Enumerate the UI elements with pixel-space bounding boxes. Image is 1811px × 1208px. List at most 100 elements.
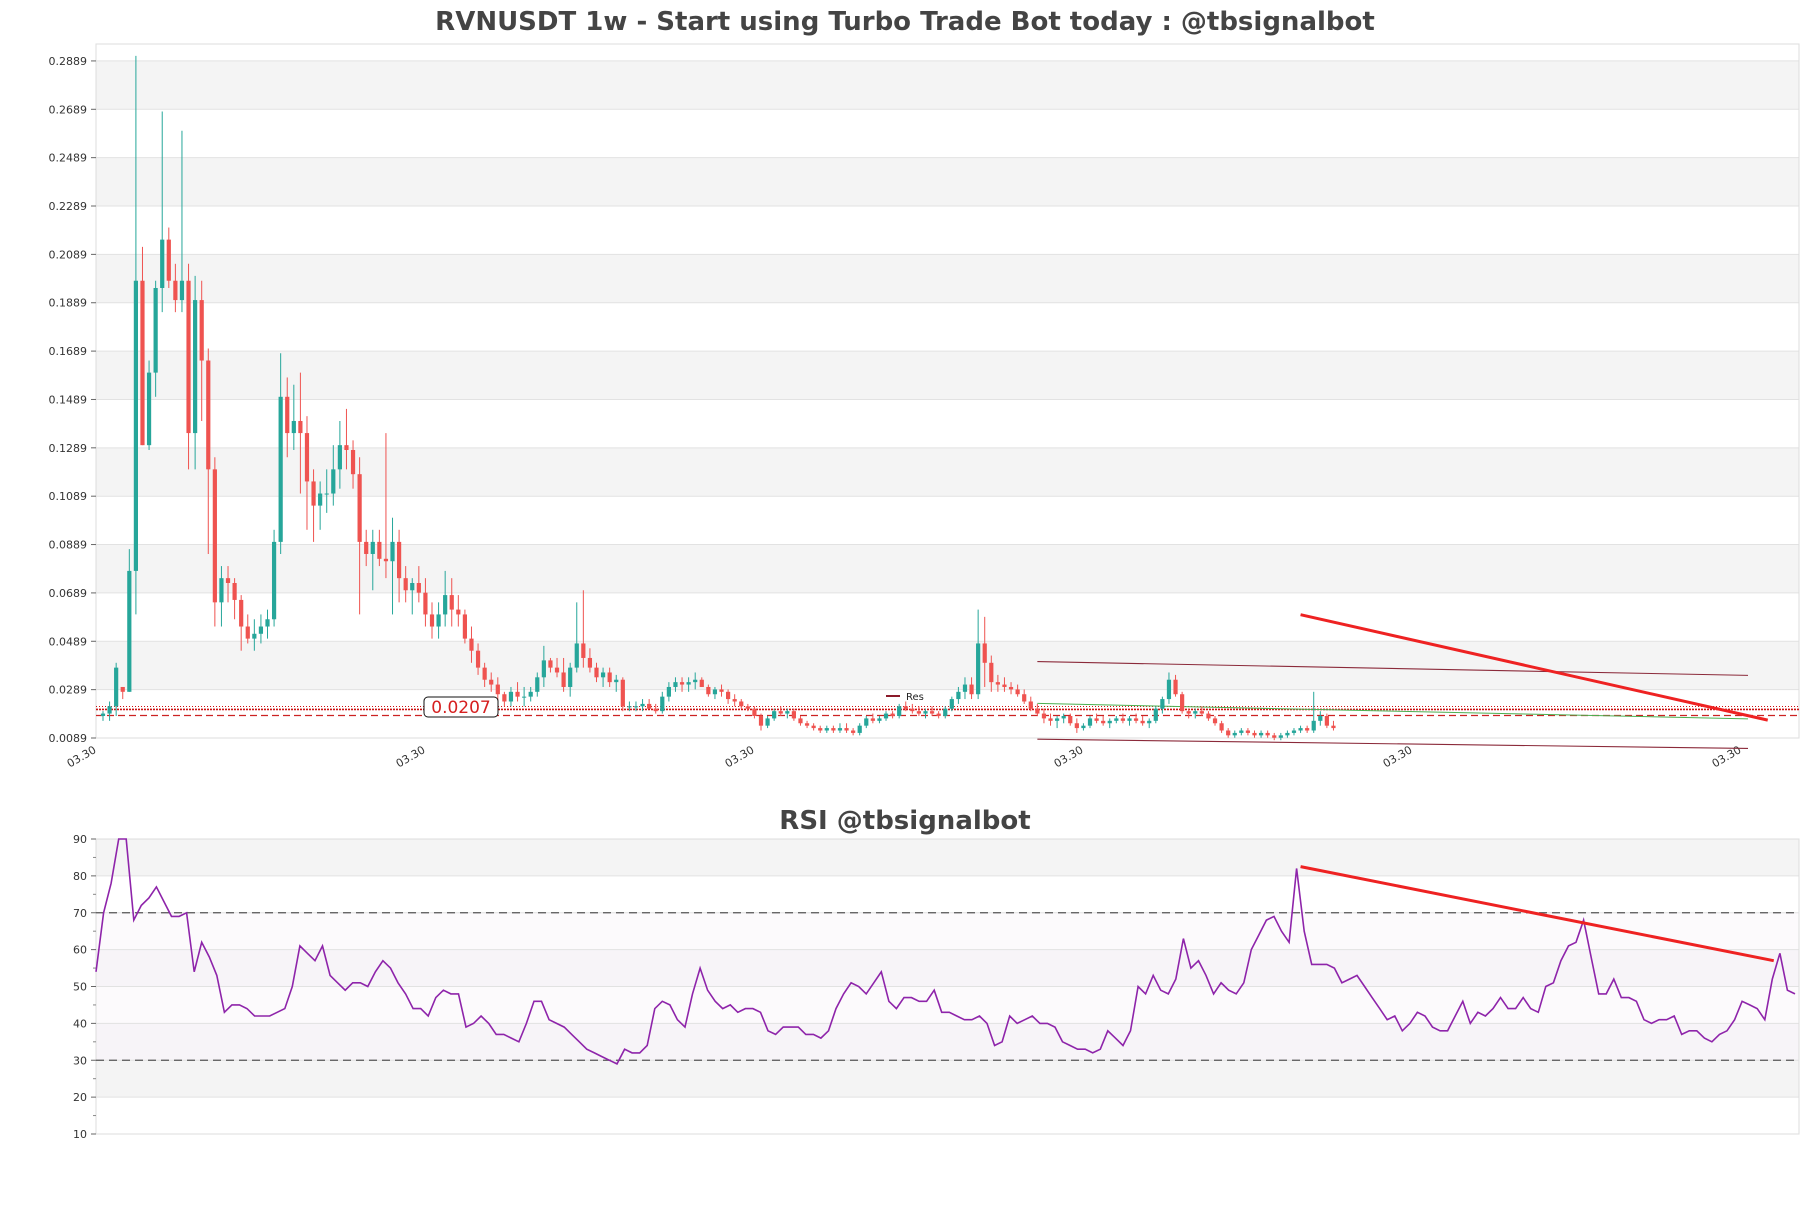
candle-body [443,595,448,615]
legend-res-label: Res [906,692,924,703]
candle-body [482,667,487,680]
candle-body [673,682,678,687]
candle-body [160,239,165,288]
candle-body [976,643,981,695]
candle-body [1153,708,1158,721]
candle-body [265,619,270,627]
candle-body [587,657,593,668]
candle-body [844,728,849,731]
candle-body [719,689,724,692]
candle-body [666,686,671,697]
rsi-grid-band [96,949,1799,987]
candle-body [995,682,1000,685]
price-grid-band [96,254,1799,303]
candle-body [686,682,691,685]
candle-body [225,578,231,583]
candle-body [1147,720,1152,724]
candle-body [679,682,685,685]
candle-body [1305,728,1310,731]
candle-body [1120,718,1125,721]
legend: Res [886,692,924,703]
candle-body [870,718,875,721]
candle-body [864,718,869,726]
price-x-tick-label: 03.30 [723,743,757,770]
candle-body [318,493,323,506]
candle-body [522,696,527,698]
candle-body [568,667,573,687]
candle-body [1186,711,1191,714]
rsi-y-axis: 10 20 30 40 50 60 70 80 90 [73,833,96,1141]
candle-body [449,595,454,610]
price-y-tick-label: 0.2889 [49,55,88,68]
candle-body [851,730,856,733]
rsi-chart-bands [96,839,1799,1135]
candle-body [1232,732,1237,736]
candle-body [1041,713,1047,719]
candle-body [166,239,171,281]
candle-body [1226,730,1231,736]
rsi-grid-band [96,875,1799,913]
candle-body [1055,718,1060,721]
rsi-y-tick-label: 20 [73,1091,87,1104]
candle-body [245,626,250,639]
candle-body [706,686,711,695]
candle-body [271,541,277,620]
candle-body [765,718,770,726]
candle-body [989,662,994,683]
candle-body [475,650,481,668]
candle-body [778,711,783,714]
candle-body [199,300,204,361]
candle-body [436,614,441,627]
candle-body [515,691,520,697]
candle-body [1081,725,1086,729]
price-y-tick-label: 0.1489 [49,393,88,406]
price-y-tick-label: 0.0689 [49,587,88,600]
candle-body [489,679,494,685]
candle-body [1002,684,1007,687]
rsi-chart-title: RSI @tbsignalbot [779,806,1030,836]
candle-body [1133,718,1139,721]
price-y-axis: 0.0089 0.0289 0.0489 0.0689 0.0889 0.1089 0.12… [49,55,96,745]
candle-body [133,280,138,571]
candle-body [1028,701,1033,709]
candle-body [390,541,395,562]
price-x-tick-label: 03.30 [394,743,428,770]
rsi-y-tick-label: 60 [73,944,87,957]
candle-body [1107,720,1112,724]
candle-body [140,280,145,446]
candle-body [732,699,737,702]
channel-lower-line [1037,738,1749,749]
candle-body [357,474,362,542]
candle-body [173,280,178,301]
candle-body [219,578,224,603]
candle-body [752,708,757,716]
candle-body [1140,720,1145,724]
candle-body [1331,725,1336,729]
candle-body [1061,715,1066,719]
candle-body [1127,718,1132,721]
rsi-reference-lines [96,912,1799,1061]
candle-body [311,481,316,506]
candle-body [1265,732,1270,736]
candle-body [1022,694,1027,702]
rsi-grid-band [96,986,1799,1024]
price-plot-frame [95,43,1800,739]
candle-body [561,672,566,687]
candle-body [1212,718,1218,724]
candle-body [232,582,237,600]
candle-body [153,287,158,373]
candle-body [337,445,342,470]
candle-body [508,691,514,702]
candle-body [1206,713,1211,719]
candle-body [712,689,718,695]
price-y-tick-label: 0.1289 [49,442,88,455]
candle-body [1298,728,1303,731]
candle-body [1278,735,1283,738]
rsi-y-tick-label: 80 [73,870,87,883]
price-overlay-lines [96,661,1799,749]
rsi-y-tick-label: 30 [73,1054,87,1067]
candle-body [739,701,744,707]
rsi-y-tick-label: 50 [73,981,87,994]
candle-body [831,728,836,731]
candle-body [772,711,777,719]
